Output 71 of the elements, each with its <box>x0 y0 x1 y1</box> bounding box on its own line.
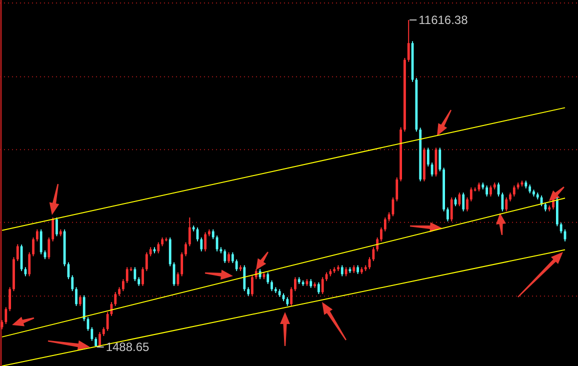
candlestick <box>188 216 191 247</box>
candlestick <box>380 226 382 242</box>
candlestick <box>52 216 54 242</box>
candlestick <box>149 246 152 257</box>
candlestick <box>376 236 379 252</box>
candlestick <box>407 19 410 62</box>
candlestick <box>212 228 214 240</box>
candlestick <box>344 266 348 277</box>
candlestick <box>470 186 472 202</box>
candlestick <box>4 306 8 325</box>
candlestick <box>512 185 516 197</box>
candlestick <box>438 147 442 172</box>
candlestick <box>40 228 42 255</box>
candlestick <box>270 280 273 292</box>
candlestick <box>32 236 34 257</box>
candlestick <box>321 276 324 294</box>
candlestick <box>450 196 453 222</box>
annotation: 1488.65 <box>106 340 150 354</box>
candlestick <box>396 176 398 202</box>
candlestick <box>176 272 180 286</box>
candlestick <box>56 216 58 237</box>
candlestick <box>106 312 109 332</box>
candlestick <box>134 266 136 282</box>
candlestick <box>486 185 488 197</box>
candlestick <box>340 264 344 277</box>
candlestick <box>372 246 375 262</box>
candlestick <box>560 222 562 234</box>
candlestick <box>251 274 254 296</box>
candlestick <box>552 196 554 210</box>
candlestick <box>126 266 128 284</box>
candlestick <box>224 248 226 264</box>
candlestick <box>490 185 492 197</box>
candlestick <box>231 252 234 264</box>
candlestick <box>122 278 124 292</box>
candlestick <box>75 286 78 306</box>
candlestick <box>71 274 74 292</box>
candlestick <box>384 216 386 232</box>
candlestick <box>505 196 508 212</box>
candlestick <box>48 236 50 260</box>
candlestick <box>82 294 86 322</box>
candlestick <box>228 252 230 264</box>
candlestick <box>266 272 270 284</box>
candlestick <box>458 192 461 207</box>
candlestick <box>426 147 430 167</box>
candlestick <box>180 252 184 277</box>
candlestick <box>317 282 320 294</box>
candlestick <box>204 232 207 252</box>
candlestick <box>235 258 238 272</box>
candlestick <box>142 266 144 286</box>
candlestick <box>157 242 160 254</box>
candlestick <box>16 244 19 262</box>
candlestick <box>36 228 38 242</box>
candlestick <box>243 264 246 292</box>
candlestick <box>98 332 101 348</box>
candlestick <box>90 326 94 342</box>
candlestick <box>145 252 148 272</box>
candlestick <box>462 192 465 212</box>
candlestick <box>184 242 187 257</box>
annotation: 11616.38 <box>418 12 468 27</box>
candlestick <box>501 192 504 212</box>
candlestick <box>78 294 82 306</box>
candlestick <box>114 292 117 306</box>
candlestick <box>466 196 468 212</box>
candlestick <box>388 212 390 222</box>
candlestick <box>446 206 449 222</box>
candlestick <box>430 162 434 177</box>
candlestick <box>28 252 31 277</box>
candlestick <box>294 276 296 292</box>
candlestick <box>290 286 293 306</box>
candlestick <box>200 236 203 252</box>
candlestick <box>8 286 12 312</box>
